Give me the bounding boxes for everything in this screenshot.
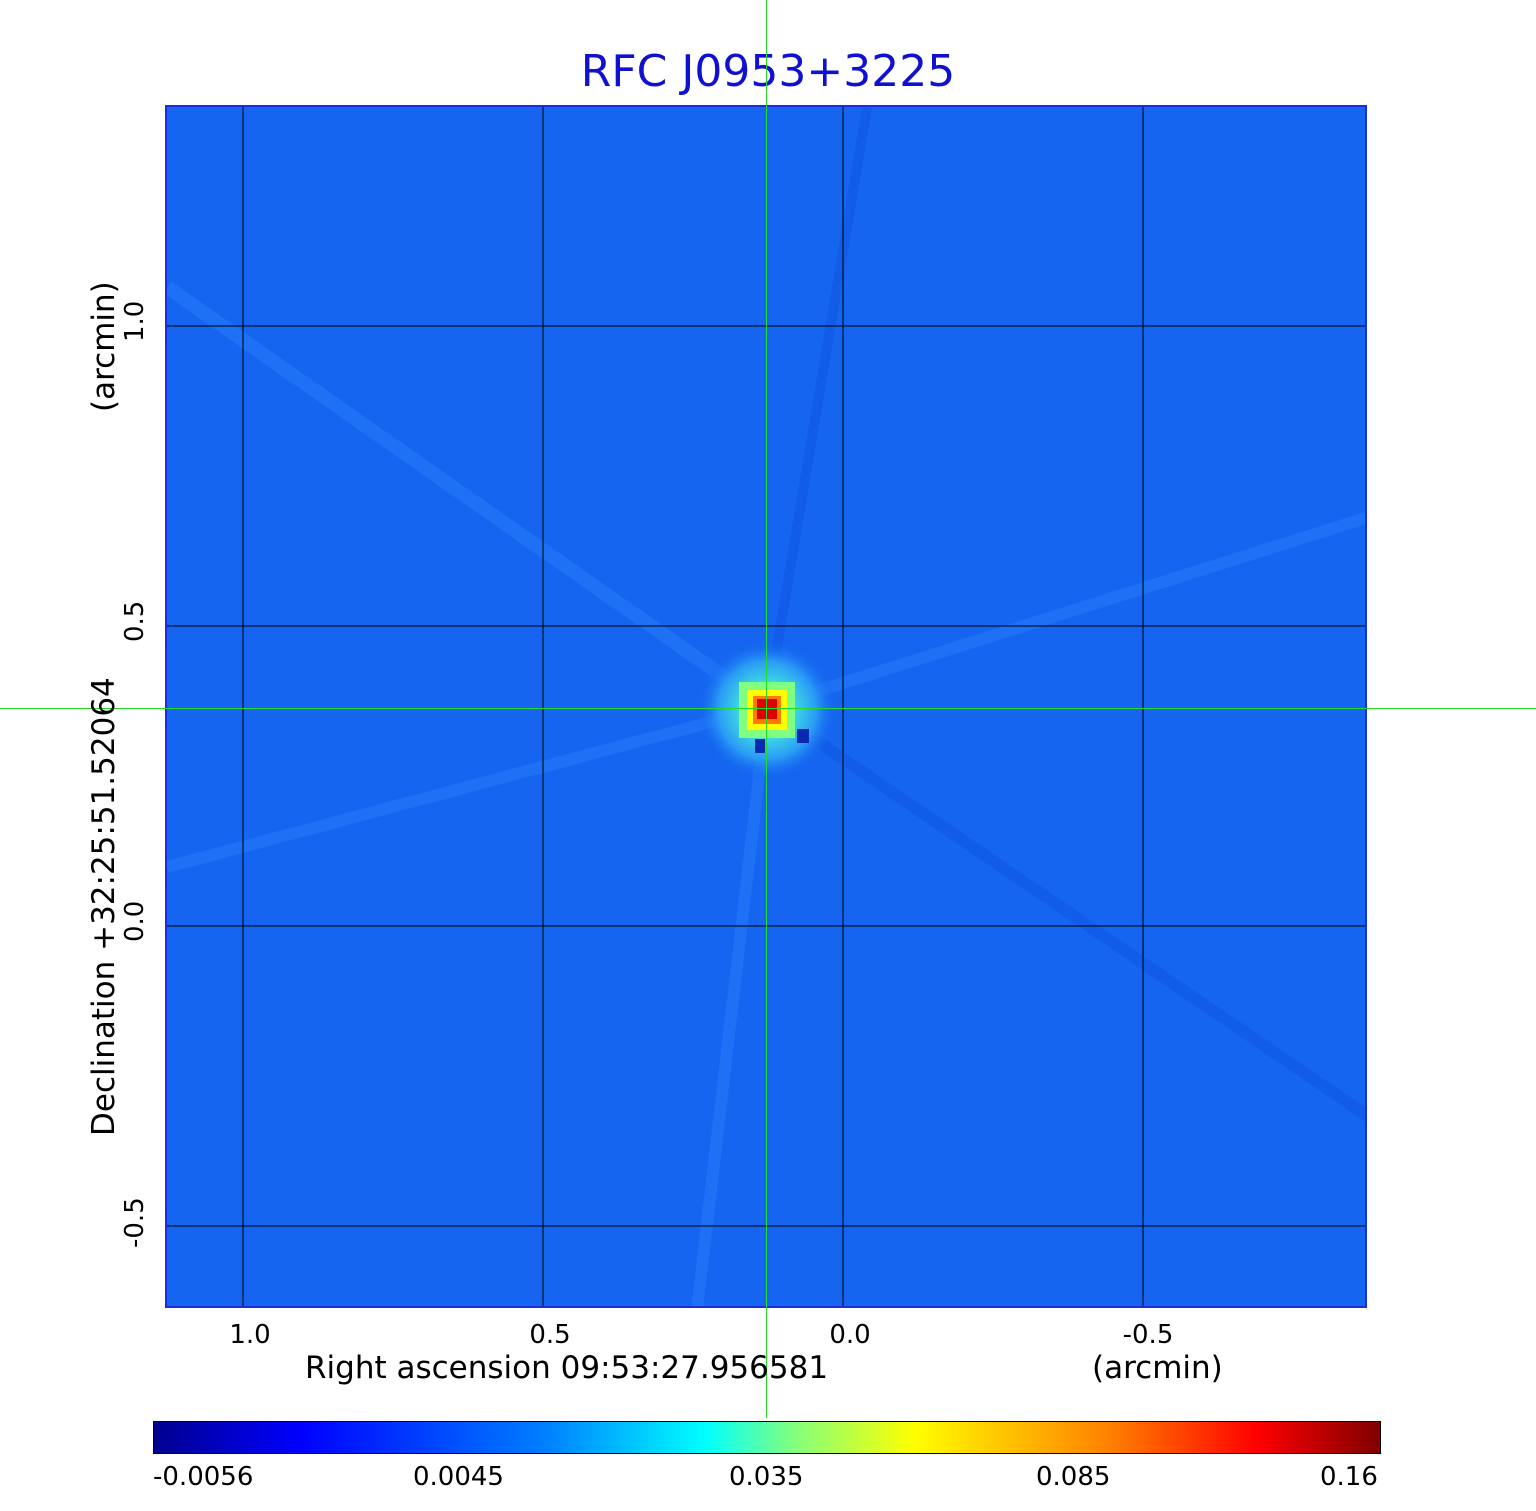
x-tick-label: -0.5 [1122,1320,1174,1350]
crosshair-horizontal [0,708,1536,709]
colorbar-tick-label: 0.085 [1036,1462,1111,1492]
colorbar-tick-label: 0.0045 [413,1462,504,1492]
x-tick-label: 0.0 [829,1320,871,1350]
y-tick-label: 1.0 [120,300,150,342]
y-tick-label: 0.0 [120,900,150,942]
x-tick-label: 1.0 [229,1320,271,1350]
radio-source [697,640,837,780]
y-tick-label: -0.5 [120,1197,150,1248]
image-title: RFC J0953+3225 [580,46,956,97]
colorbar-tick-label: 0.035 [729,1462,804,1492]
y-axis-label: Declination +32:25:51.52064 [86,677,122,1136]
radio-image-svg [167,107,1365,1306]
y-tick-label: 0.5 [120,600,150,642]
colorbar-tick-label: -0.0056 [153,1462,254,1492]
sidelobe-streaks [167,107,1365,1306]
x-tick-label: 0.5 [529,1320,571,1350]
x-axis-label: Right ascension 09:53:27.956581 [305,1350,829,1386]
y-axis-unit: (arcmin) [86,281,122,412]
colorbar [153,1421,1381,1454]
crosshair-vertical [766,0,767,1418]
colorbar-tick-label: 0.16 [1320,1462,1378,1492]
x-axis-unit: (arcmin) [1092,1350,1223,1386]
